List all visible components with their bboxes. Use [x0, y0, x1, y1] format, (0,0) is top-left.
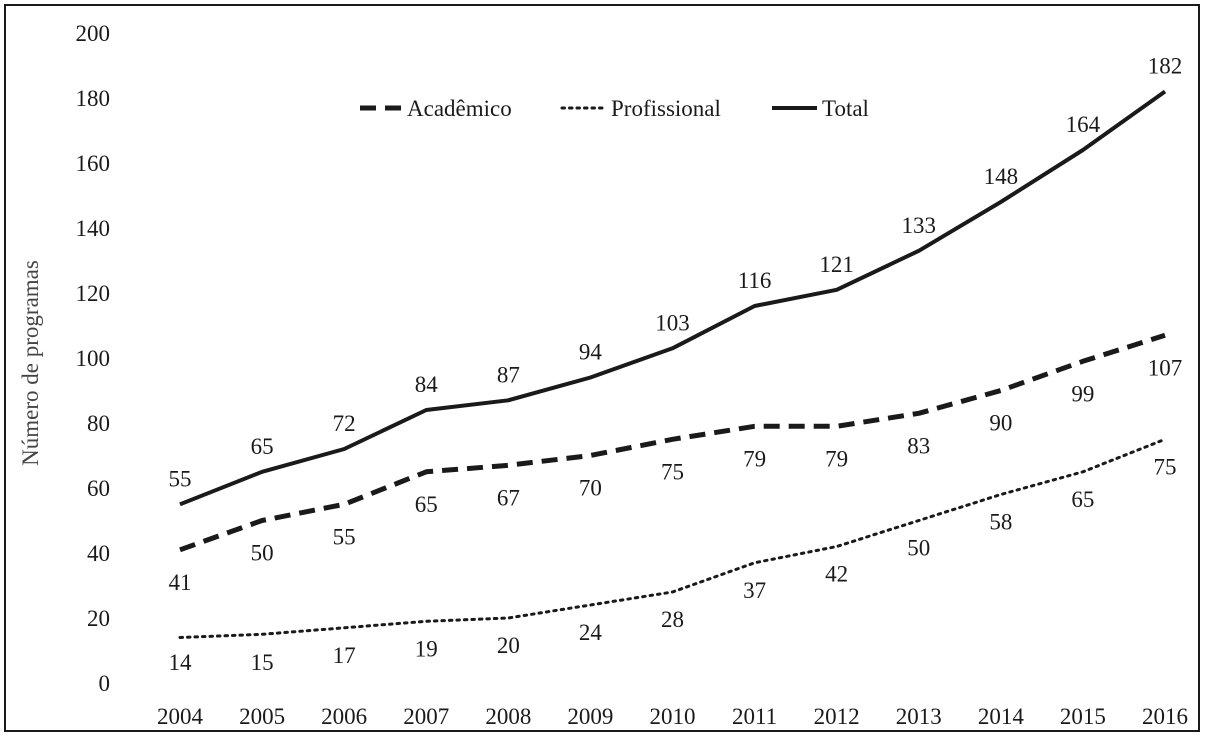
x-tick-label: 2008	[485, 704, 531, 729]
x-tick-label: 2005	[239, 704, 285, 729]
legend-label: Total	[822, 96, 869, 121]
data-label: 58	[989, 510, 1012, 535]
data-label: 116	[738, 268, 772, 293]
data-label: 107	[1148, 355, 1183, 380]
y-tick-label: 180	[76, 86, 111, 111]
x-tick-label: 2010	[650, 704, 696, 729]
y-ticks: 0 20 40 60 80 100 120 140 160 180 200	[76, 21, 111, 696]
data-label: 24	[579, 620, 603, 645]
data-label: 65	[1071, 487, 1094, 512]
data-label: 65	[415, 492, 438, 517]
data-label: 148	[984, 164, 1019, 189]
x-tick-label: 2011	[732, 704, 777, 729]
data-label: 14	[169, 650, 193, 675]
data-label: 79	[743, 446, 766, 471]
data-label: 164	[1066, 112, 1101, 137]
data-label: 182	[1148, 54, 1183, 79]
y-tick-label: 20	[87, 606, 110, 631]
y-tick-label: 40	[87, 541, 110, 566]
data-label: 72	[333, 411, 356, 436]
y-tick-label: 160	[76, 151, 111, 176]
chart-frame	[4, 4, 1200, 732]
data-label: 28	[661, 607, 684, 632]
legend-label: Profissional	[611, 96, 721, 121]
data-label: 75	[1154, 454, 1177, 479]
data-label: 37	[743, 578, 766, 603]
data-label: 65	[251, 434, 274, 459]
y-tick-label: 120	[76, 281, 111, 306]
y-tick-label: 200	[76, 21, 111, 46]
data-label: 50	[251, 541, 274, 566]
data-label: 19	[415, 636, 438, 661]
x-tick-label: 2009	[567, 704, 613, 729]
data-label: 79	[825, 446, 848, 471]
x-tick-label: 2016	[1142, 704, 1188, 729]
y-tick-label: 80	[87, 411, 110, 436]
series-lines	[178, 89, 1167, 639]
data-label: 70	[579, 476, 602, 501]
series-line-total	[179, 89, 1167, 507]
data-label: 20	[497, 633, 520, 658]
data-label: 41	[169, 570, 192, 595]
data-label: 103	[655, 310, 690, 335]
data-label: 94	[579, 340, 603, 365]
x-tick-label: 2004	[157, 704, 204, 729]
data-label: 87	[497, 362, 520, 387]
legend-label: Acadêmico	[407, 96, 512, 121]
data-label: 121	[819, 252, 854, 277]
data-label: 84	[415, 372, 439, 397]
data-label: 99	[1071, 381, 1094, 406]
data-label: 55	[333, 524, 356, 549]
data-label: 50	[907, 536, 930, 561]
x-ticks: 2004 2005 2006 2007 2008 2009 2010 2011 2012 2013…	[157, 704, 1188, 729]
legend: Acadêmico Profissional Total	[360, 96, 869, 121]
x-tick-label: 2015	[1060, 704, 1106, 729]
series-line-academico	[179, 332, 1166, 553]
y-axis-label: Número de programas	[18, 260, 43, 466]
data-label: 75	[661, 459, 684, 484]
x-tick-label: 2014	[978, 704, 1025, 729]
x-tick-label: 2012	[814, 704, 860, 729]
data-label: 17	[333, 643, 356, 668]
y-tick-label: 60	[87, 476, 110, 501]
data-label: 67	[497, 485, 520, 510]
y-tick-label: 0	[99, 671, 111, 696]
data-label: 55	[169, 466, 192, 491]
x-tick-label: 2007	[403, 704, 449, 729]
data-labels: 41 50 55 65 67 70 75 79 79 83 90 99 107 14 15 17 19 20 24 2…	[169, 54, 1183, 676]
data-label: 133	[902, 213, 937, 238]
data-label: 90	[989, 411, 1012, 436]
y-tick-label: 100	[76, 346, 111, 371]
series-line-profissional	[178, 437, 1167, 639]
data-label: 15	[251, 650, 274, 675]
x-tick-label: 2006	[321, 704, 367, 729]
data-label: 42	[825, 562, 848, 587]
x-tick-label: 2013	[896, 704, 942, 729]
y-tick-label: 140	[76, 216, 111, 241]
data-label: 83	[907, 433, 930, 458]
